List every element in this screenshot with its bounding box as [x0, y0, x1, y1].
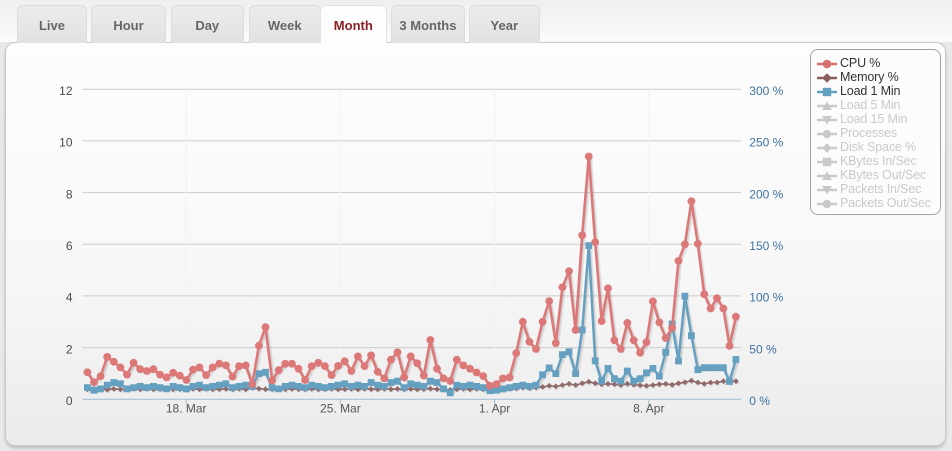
svg-text:25. Mar: 25. Mar	[320, 402, 361, 416]
svg-text:18. Mar: 18. Mar	[166, 402, 207, 416]
svg-text:1. Apr: 1. Apr	[479, 402, 510, 416]
svg-text:4: 4	[66, 291, 73, 305]
svg-text:100 %: 100 %	[749, 291, 783, 305]
svg-text:8: 8	[66, 187, 73, 201]
svg-text:150 %: 150 %	[749, 239, 783, 253]
svg-text:300 %: 300 %	[749, 84, 783, 98]
svg-text:10: 10	[59, 136, 73, 150]
svg-text:250 %: 250 %	[749, 136, 783, 150]
svg-text:50 %: 50 %	[749, 342, 777, 356]
svg-text:6: 6	[66, 239, 73, 253]
svg-text:200 %: 200 %	[749, 187, 783, 201]
svg-text:2: 2	[66, 342, 73, 356]
svg-text:0: 0	[66, 394, 73, 408]
svg-text:0 %: 0 %	[749, 394, 770, 408]
svg-text:12: 12	[59, 84, 73, 98]
svg-text:8. Apr: 8. Apr	[633, 402, 664, 416]
